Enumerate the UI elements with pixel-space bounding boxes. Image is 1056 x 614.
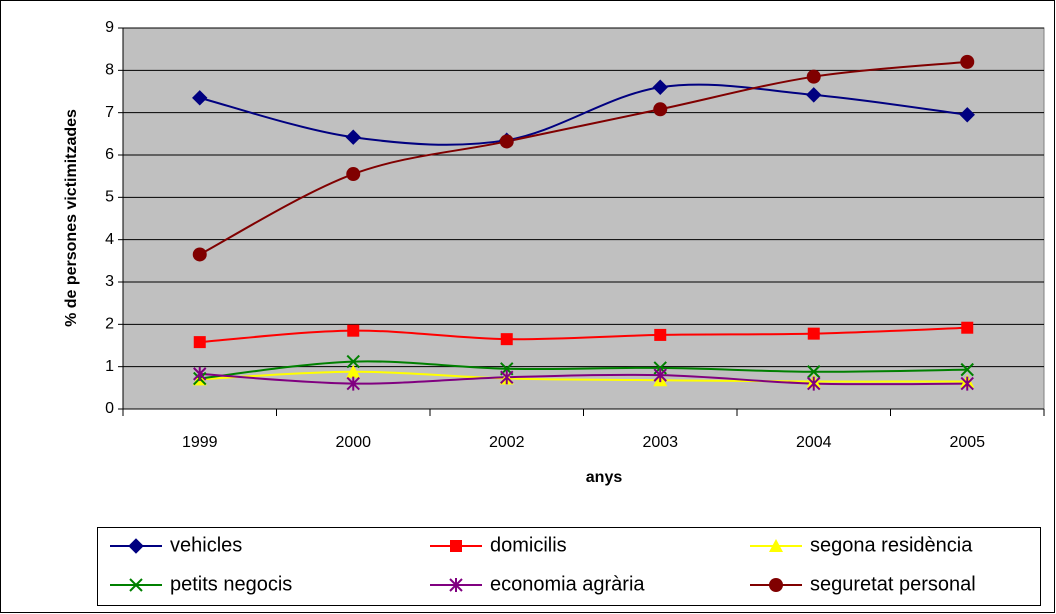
legend-box xyxy=(97,527,1041,606)
data-point xyxy=(959,107,975,123)
series-line xyxy=(199,326,968,344)
y-tick-label: 0 xyxy=(105,400,114,417)
data-point xyxy=(806,87,822,103)
legend-marker xyxy=(129,578,143,592)
data-point xyxy=(961,321,974,334)
legend-marker xyxy=(128,538,144,554)
y-tick-label: 9 xyxy=(105,19,114,36)
y-tick-label: 5 xyxy=(105,189,114,206)
legend-marker xyxy=(769,578,783,592)
y-axis-label: % de persones victimitzades xyxy=(63,109,80,327)
y-tick-label: 1 xyxy=(105,358,114,375)
x-tick-label: 2004 xyxy=(796,434,832,451)
data-point xyxy=(807,365,821,379)
legend-label: economia agrària xyxy=(490,573,645,595)
x-tick-label: 2002 xyxy=(489,434,525,451)
y-tick-label: 2 xyxy=(105,316,114,333)
legend-label: petits negocis xyxy=(170,573,292,595)
legend-marker xyxy=(449,578,463,592)
x-axis-label: anys xyxy=(586,469,623,486)
data-point xyxy=(960,54,975,69)
data-point xyxy=(806,69,821,84)
data-point xyxy=(500,333,513,346)
y-tick-label: 7 xyxy=(105,104,114,121)
x-tick-label: 2005 xyxy=(949,434,985,451)
data-point xyxy=(500,370,514,385)
x-tick-label: 2003 xyxy=(642,434,678,451)
y-tick-label: 6 xyxy=(105,146,114,163)
series-line xyxy=(199,60,968,256)
data-point xyxy=(807,376,821,391)
data-point xyxy=(345,129,361,145)
data-point xyxy=(499,134,514,149)
series-line xyxy=(199,83,968,146)
data-point xyxy=(652,79,668,95)
data-point xyxy=(346,364,361,378)
y-tick-label: 4 xyxy=(105,231,114,248)
legend-label: seguretat personal xyxy=(810,573,976,595)
legend-label: domicilis xyxy=(490,534,567,556)
data-point xyxy=(346,167,361,182)
series-line xyxy=(199,360,968,380)
legend-label: segona residència xyxy=(810,534,973,556)
data-point xyxy=(960,376,974,391)
x-tick-label: 2000 xyxy=(335,434,371,451)
legend-marker xyxy=(450,540,462,552)
x-tick-label: 1999 xyxy=(182,434,218,451)
data-point xyxy=(192,247,207,262)
legend-label: vehicles xyxy=(170,534,242,556)
series-line xyxy=(199,370,968,383)
data-point xyxy=(654,328,667,341)
data-point xyxy=(347,324,360,337)
data-point xyxy=(960,362,974,377)
data-point xyxy=(193,336,206,349)
data-point xyxy=(346,376,360,391)
y-tick-label: 8 xyxy=(105,62,114,79)
data-point xyxy=(653,368,667,383)
data-point xyxy=(653,102,668,117)
y-tick-label: 3 xyxy=(105,273,114,290)
data-point xyxy=(807,327,820,340)
data-point xyxy=(346,354,360,369)
data-point xyxy=(193,366,207,381)
legend-marker xyxy=(769,539,783,552)
data-point xyxy=(192,90,208,106)
series-line xyxy=(199,372,968,386)
